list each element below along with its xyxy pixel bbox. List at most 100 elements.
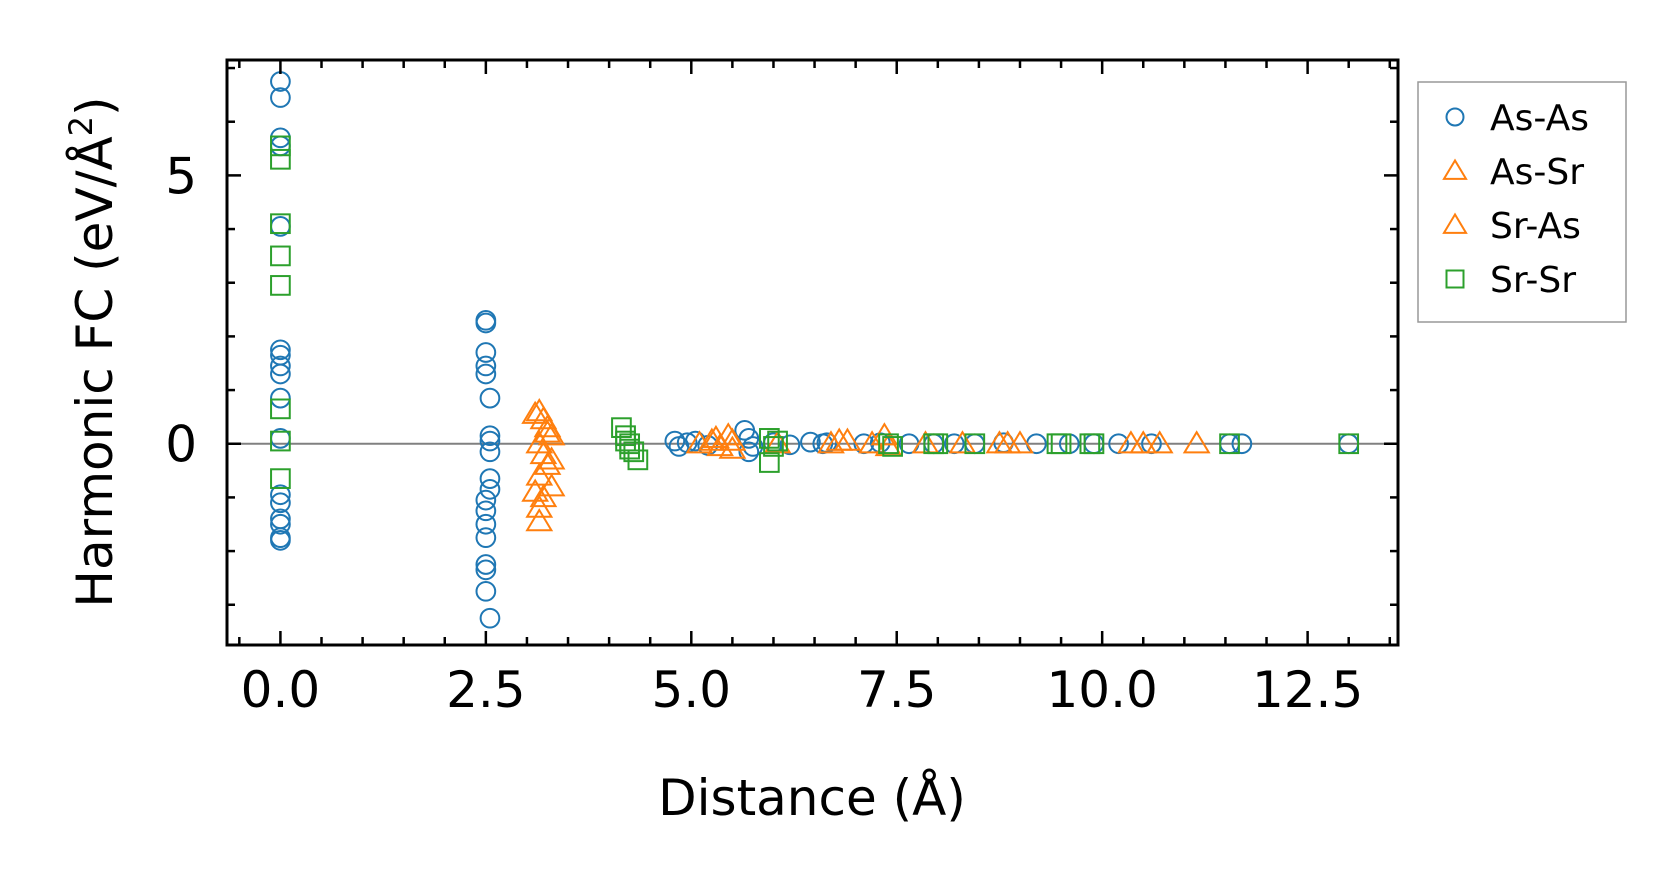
plot-frame [225,58,1400,647]
point-as-as [479,441,501,463]
y-tick-label: 0 [165,416,197,474]
point-as-as [479,468,501,489]
legend-frame [1417,81,1627,323]
x-tick-label: 5.0 [652,661,732,719]
y-axis-title: Harmonic FC (eV/Å2) [62,96,124,607]
point-sr-as [533,419,562,443]
point-as-as [475,312,497,334]
legend-label-sr-sr: Sr-Sr [1490,260,1576,301]
legend-label-sr-as: Sr-As [1490,206,1581,247]
point-sr-sr [759,428,780,449]
point-sr-sr [1083,433,1105,455]
point-as-sr [525,494,554,518]
x-tick-label: 12.5 [1252,661,1363,719]
point-as-as [475,489,497,511]
point-sr-as [521,478,550,502]
point-as-as [1231,433,1253,455]
point-sr-sr [759,452,780,473]
point-as-as [800,431,821,453]
point-sr-sr [763,436,784,457]
point-as-as [475,363,497,385]
point-as-as [270,363,291,385]
y-axis-title-superscript: 2 [62,116,100,136]
point-sr-sr [611,417,632,438]
x-tick-label: 7.5 [857,661,937,719]
point-sr-sr [878,433,899,455]
point-as-as [475,513,497,535]
point-as-as [475,554,497,575]
point-sr-sr [270,430,291,452]
point-sr-as [537,446,566,470]
point-sr-as [685,430,714,454]
point-as-sr [1182,430,1211,454]
legend-marker-sr-sr [1445,269,1465,289]
point-sr-as [985,430,1014,454]
point-as-as [270,529,291,551]
point-sr-sr [767,430,788,452]
point-as-sr [948,430,977,454]
point-as-as [479,430,501,452]
point-as-as [270,484,291,506]
point-sr-sr [882,436,903,457]
point-as-sr [529,483,558,508]
point-as-as [475,355,497,377]
point-sr-as [521,400,550,424]
point-as-as [475,342,497,363]
point-sr-sr [1338,433,1360,455]
point-sr-sr [623,441,645,463]
point-sr-sr [270,135,291,157]
point-sr-sr [270,148,291,170]
point-sr-sr [964,433,986,455]
point-as-sr [537,473,566,497]
point-as-as [270,492,291,514]
x-axis-title: Distance (Å) [658,769,966,827]
point-sr-sr [927,433,949,455]
point-as-sr [858,430,886,454]
point-sr-sr [270,245,291,267]
x-tick-label: 10.0 [1047,661,1158,719]
point-as-sr [817,430,845,454]
legend: As-As As-Sr Sr-As Sr-Sr [1417,81,1627,323]
legend-entries: As-As As-Sr Sr-As Sr-Sr [1442,98,1589,301]
point-as-as [270,355,291,377]
point-sr-sr [615,430,636,452]
point-sr-sr [270,468,291,489]
legend-marker-as-as [1445,107,1465,127]
point-as-sr [1145,430,1174,454]
point-as-as [270,513,291,535]
point-as-as [779,434,801,456]
point-sr-sr [270,213,291,235]
point-as-as [479,479,501,500]
point-as-sr [1006,430,1034,454]
legend-marker-as-sr [1442,158,1468,180]
x-tick-label: 0.0 [241,661,321,719]
point-as-as [479,607,501,629]
series-sr-sr [270,135,1360,489]
point-sr-sr [1219,433,1240,455]
point-as-as [270,387,291,409]
legend-label-as-as: As-As [1490,98,1589,139]
y-axis-title-close: ) [66,96,124,116]
point-as-as [475,580,497,602]
series-sr-as [521,400,1158,532]
point-sr-sr [270,398,291,420]
legend-marker-sr-as [1442,212,1468,234]
point-as-as [270,87,291,108]
point-as-sr [537,422,566,446]
point-sr-as [1129,430,1158,454]
point-sr-as [718,435,747,459]
point-sr-sr [270,275,291,296]
point-sr-sr [627,449,649,471]
point-as-as [475,559,497,581]
tick-labels-layer: 0.0 2.5 5.0 7.5 10.0 12.5 0 5 [165,147,1363,719]
legend-label-as-sr: As-Sr [1490,152,1584,193]
point-sr-sr [1050,433,1072,455]
point-sr-as [525,508,554,532]
markers-layer [270,71,1360,629]
point-sr-as [833,427,862,451]
x-tick-label: 2.5 [446,661,526,719]
point-as-as [664,430,686,452]
point-as-as [270,339,291,361]
y-tick-label: 5 [165,147,197,205]
